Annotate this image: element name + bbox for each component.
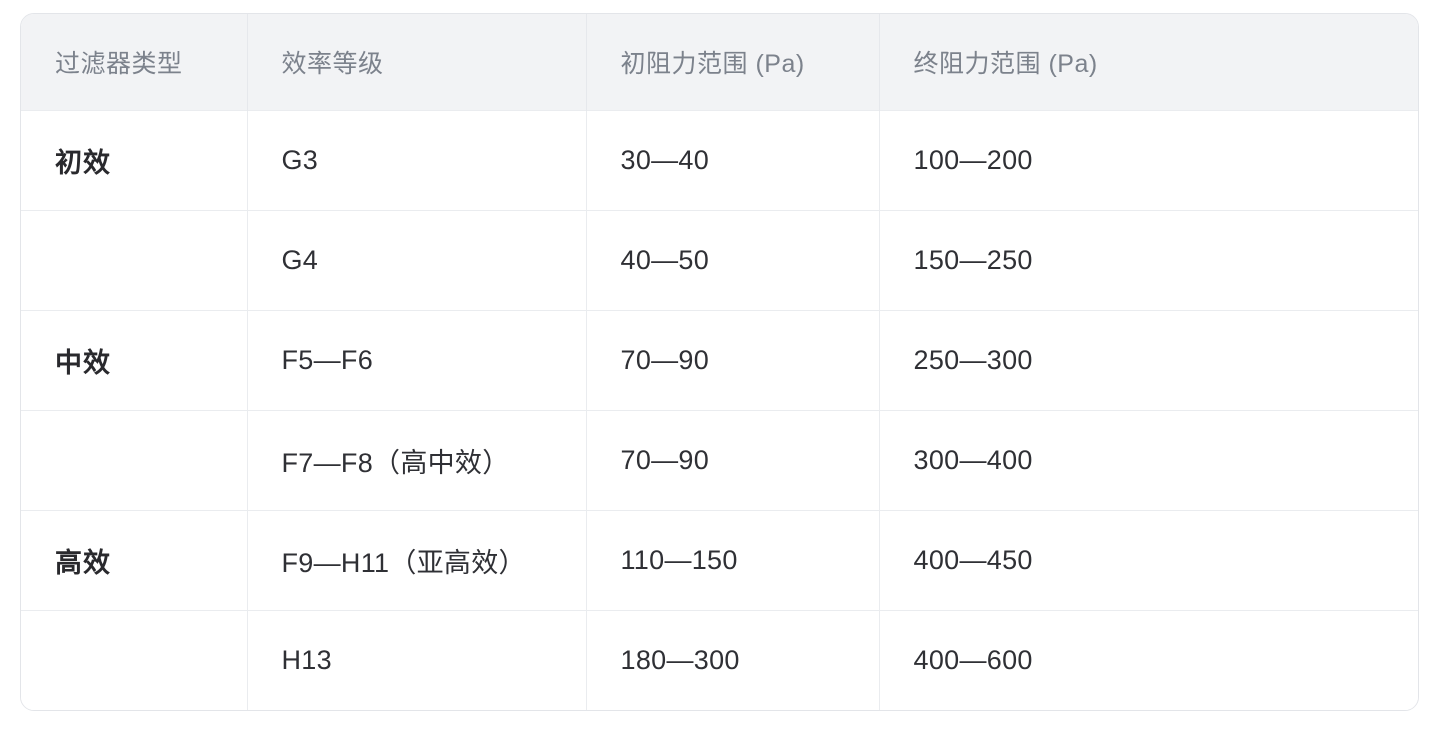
header-row: 过滤器类型 效率等级 初阻力范围 (Pa) 终阻力范围 (Pa) [21, 14, 1418, 111]
col-header-filter-type: 过滤器类型 [21, 14, 247, 111]
filter-resistance-table: 过滤器类型 效率等级 初阻力范围 (Pa) 终阻力范围 (Pa) 初效 G3 3… [21, 14, 1418, 710]
cell-final-resistance: 100—200 [878, 110, 1418, 211]
table-row: 初效 G3 30—40 100—200 [21, 110, 1418, 211]
cell-initial-resistance: 30—40 [585, 110, 879, 211]
cell-filter-type [21, 210, 247, 311]
filter-resistance-table-card: 过滤器类型 效率等级 初阻力范围 (Pa) 终阻力范围 (Pa) 初效 G3 3… [20, 13, 1419, 711]
cell-initial-resistance: 180—300 [585, 610, 879, 710]
cell-filter-type: 中效 [21, 310, 247, 411]
cell-initial-resistance: 110—150 [585, 510, 879, 611]
cell-final-resistance: 150—250 [878, 210, 1418, 311]
table-row: 中效 F5—F6 70—90 250—300 [21, 310, 1418, 411]
cell-efficiency-grade: G3 [246, 110, 586, 211]
col-header-final-resistance: 终阻力范围 (Pa) [878, 14, 1418, 111]
cell-efficiency-grade: H13 [246, 610, 586, 710]
cell-initial-resistance: 70—90 [585, 410, 879, 511]
cell-filter-type: 高效 [21, 510, 247, 611]
cell-filter-type [21, 410, 247, 511]
col-header-initial-resistance: 初阻力范围 (Pa) [585, 14, 879, 111]
cell-final-resistance: 250—300 [878, 310, 1418, 411]
cell-final-resistance: 400—450 [878, 510, 1418, 611]
cell-efficiency-grade: G4 [246, 210, 586, 311]
table-row: G4 40—50 150—250 [21, 210, 1418, 311]
col-header-efficiency-grade: 效率等级 [246, 14, 586, 111]
cell-filter-type [21, 610, 247, 710]
cell-efficiency-grade: F7—F8（高中效） [246, 410, 586, 511]
cell-filter-type: 初效 [21, 110, 247, 211]
table-row: 高效 F9—H11（亚高效） 110—150 400—450 [21, 510, 1418, 611]
cell-final-resistance: 300—400 [878, 410, 1418, 511]
table-row: F7—F8（高中效） 70—90 300—400 [21, 410, 1418, 511]
cell-initial-resistance: 40—50 [585, 210, 879, 311]
cell-final-resistance: 400—600 [878, 610, 1418, 710]
cell-efficiency-grade: F9—H11（亚高效） [246, 510, 586, 611]
cell-initial-resistance: 70—90 [585, 310, 879, 411]
cell-efficiency-grade: F5—F6 [246, 310, 586, 411]
table-row: H13 180—300 400—600 [21, 610, 1418, 710]
